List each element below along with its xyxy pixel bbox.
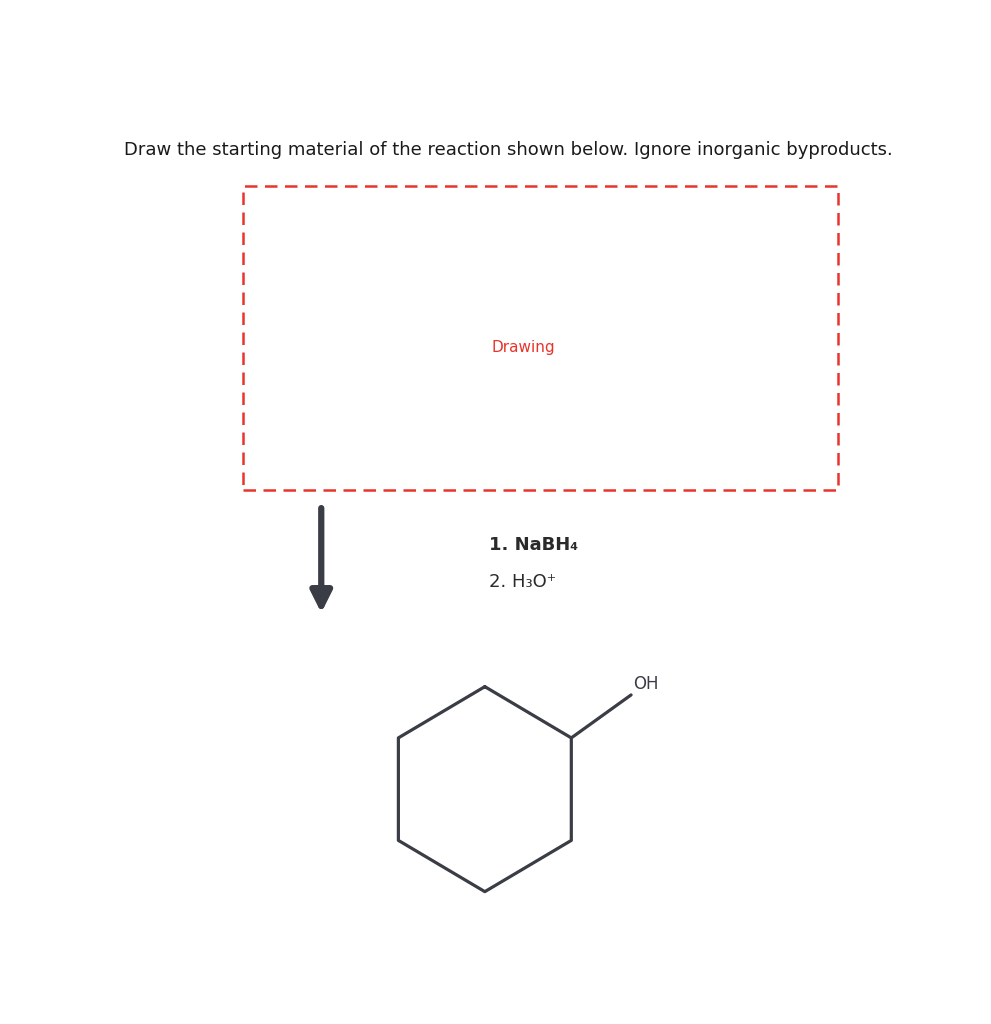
Text: 2. H₃O⁺: 2. H₃O⁺: [489, 572, 556, 591]
Text: 1. NaBH₄: 1. NaBH₄: [489, 536, 578, 554]
Text: Drawing: Drawing: [492, 340, 555, 355]
Text: OH: OH: [633, 675, 659, 692]
Text: Draw the starting material of the reaction shown below. Ignore inorganic byprodu: Draw the starting material of the reacti…: [124, 141, 892, 160]
Bar: [243, 186, 838, 489]
